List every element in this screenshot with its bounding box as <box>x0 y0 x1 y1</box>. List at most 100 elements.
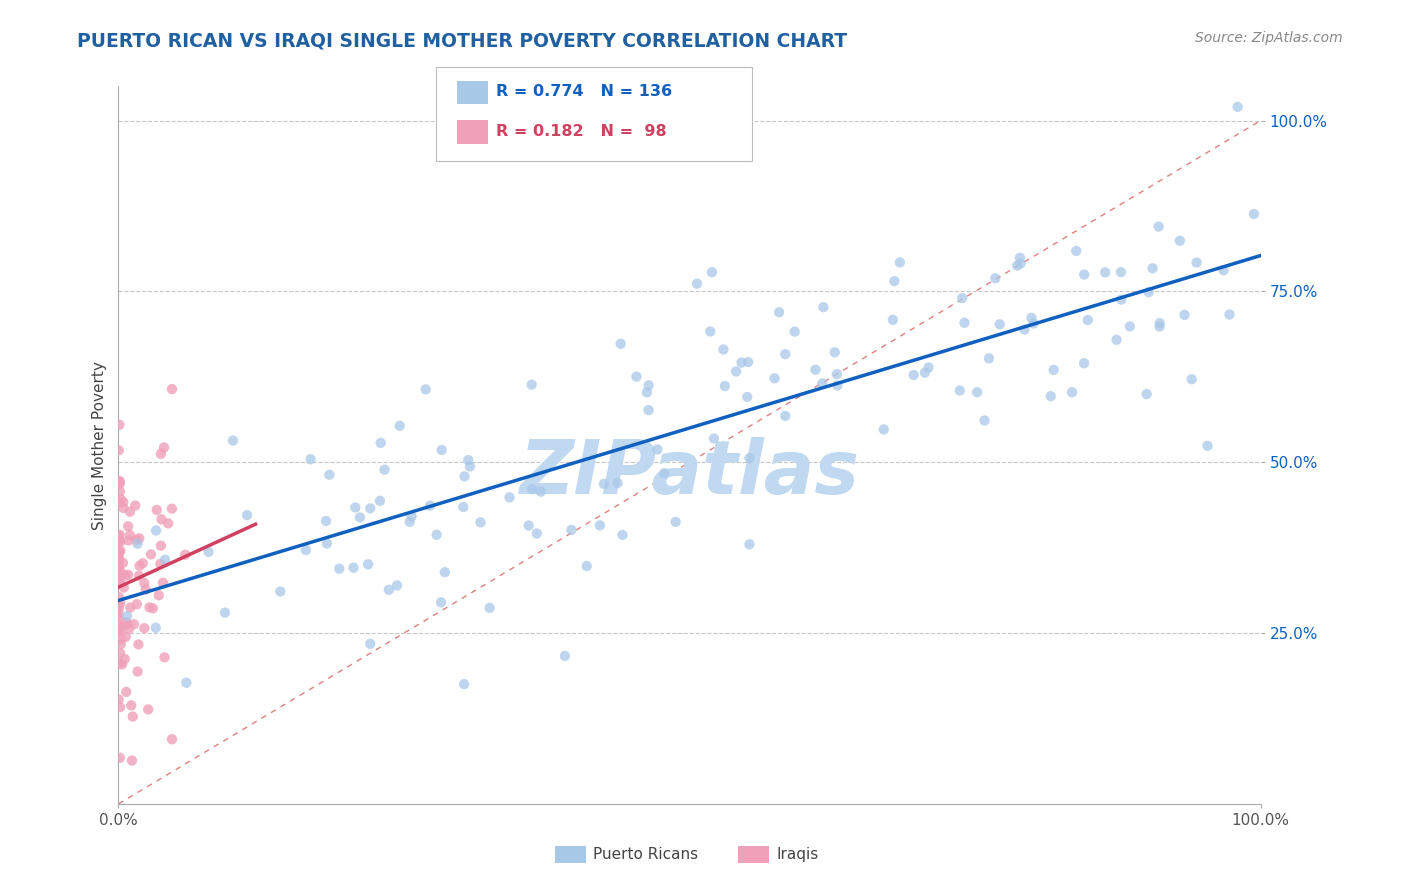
Point <box>108 646 131 660</box>
Point <box>763 371 786 385</box>
Point <box>1062 385 1084 400</box>
Point <box>1137 285 1160 300</box>
Point <box>108 484 131 499</box>
Point <box>665 515 688 529</box>
Point <box>315 514 337 528</box>
Point <box>554 648 576 663</box>
Point <box>882 313 904 327</box>
Point <box>295 543 318 558</box>
Point <box>269 584 291 599</box>
Point <box>149 447 172 461</box>
Point <box>118 528 141 542</box>
Point <box>134 621 156 635</box>
Point <box>157 516 180 531</box>
Point <box>370 436 392 450</box>
Point <box>107 554 129 568</box>
Point <box>457 453 479 467</box>
Point <box>107 496 129 510</box>
Point <box>114 652 136 666</box>
Point <box>966 385 988 400</box>
Point <box>110 492 132 507</box>
Point <box>197 545 219 559</box>
Point <box>117 617 139 632</box>
Point <box>1094 265 1116 279</box>
Point <box>115 609 138 624</box>
Point <box>107 624 129 639</box>
Point <box>122 617 145 632</box>
Point <box>737 355 759 369</box>
Point <box>517 518 540 533</box>
Point <box>526 526 548 541</box>
Point <box>128 531 150 545</box>
Point <box>522 482 544 496</box>
Point <box>108 475 131 489</box>
Point <box>110 637 132 651</box>
Point <box>973 413 995 427</box>
Point <box>575 559 598 574</box>
Point <box>148 588 170 602</box>
Point <box>703 432 725 446</box>
Point <box>1008 251 1031 265</box>
Point <box>1064 244 1087 258</box>
Point <box>107 610 129 624</box>
Point <box>127 665 149 679</box>
Point <box>738 537 761 551</box>
Point <box>107 496 129 510</box>
Point <box>108 544 131 558</box>
Point <box>128 569 150 583</box>
Point <box>1181 372 1204 386</box>
Point <box>593 476 616 491</box>
Point <box>108 623 131 637</box>
Point <box>108 700 131 714</box>
Text: Iraqis: Iraqis <box>776 847 818 862</box>
Point <box>107 529 129 543</box>
Point <box>1021 310 1043 325</box>
Point <box>115 685 138 699</box>
Point <box>153 441 176 455</box>
Point <box>636 385 658 400</box>
Point <box>125 597 148 611</box>
Point <box>1149 316 1171 330</box>
Point <box>127 537 149 551</box>
Point <box>612 528 634 542</box>
Point <box>153 650 176 665</box>
Text: Source: ZipAtlas.com: Source: ZipAtlas.com <box>1195 31 1343 45</box>
Point <box>804 363 827 377</box>
Point <box>145 524 167 538</box>
Point <box>738 451 761 466</box>
Point <box>1105 333 1128 347</box>
Point <box>107 598 129 612</box>
Point <box>813 300 835 314</box>
Point <box>426 528 449 542</box>
Point <box>110 544 132 558</box>
Point <box>150 512 173 526</box>
Point <box>950 291 973 305</box>
Point <box>108 552 131 566</box>
Point <box>128 558 150 573</box>
Point <box>700 265 723 279</box>
Point <box>359 501 381 516</box>
Point <box>139 548 162 562</box>
Point <box>107 533 129 548</box>
Point <box>142 601 165 615</box>
Point <box>108 474 131 488</box>
Point <box>117 533 139 548</box>
Point <box>174 548 197 562</box>
Point <box>108 751 131 765</box>
Point <box>373 463 395 477</box>
Point <box>152 575 174 590</box>
Point <box>453 677 475 691</box>
Point <box>1109 293 1132 307</box>
Point <box>647 442 669 457</box>
Point <box>1168 234 1191 248</box>
Point <box>735 390 758 404</box>
Point <box>988 318 1011 332</box>
Text: ZIPatlas: ZIPatlas <box>520 437 859 510</box>
Point <box>977 351 1000 366</box>
Point <box>401 509 423 524</box>
Point <box>344 500 367 515</box>
Point <box>1005 259 1028 273</box>
Point <box>176 675 198 690</box>
Point <box>153 553 176 567</box>
Point <box>107 692 129 706</box>
